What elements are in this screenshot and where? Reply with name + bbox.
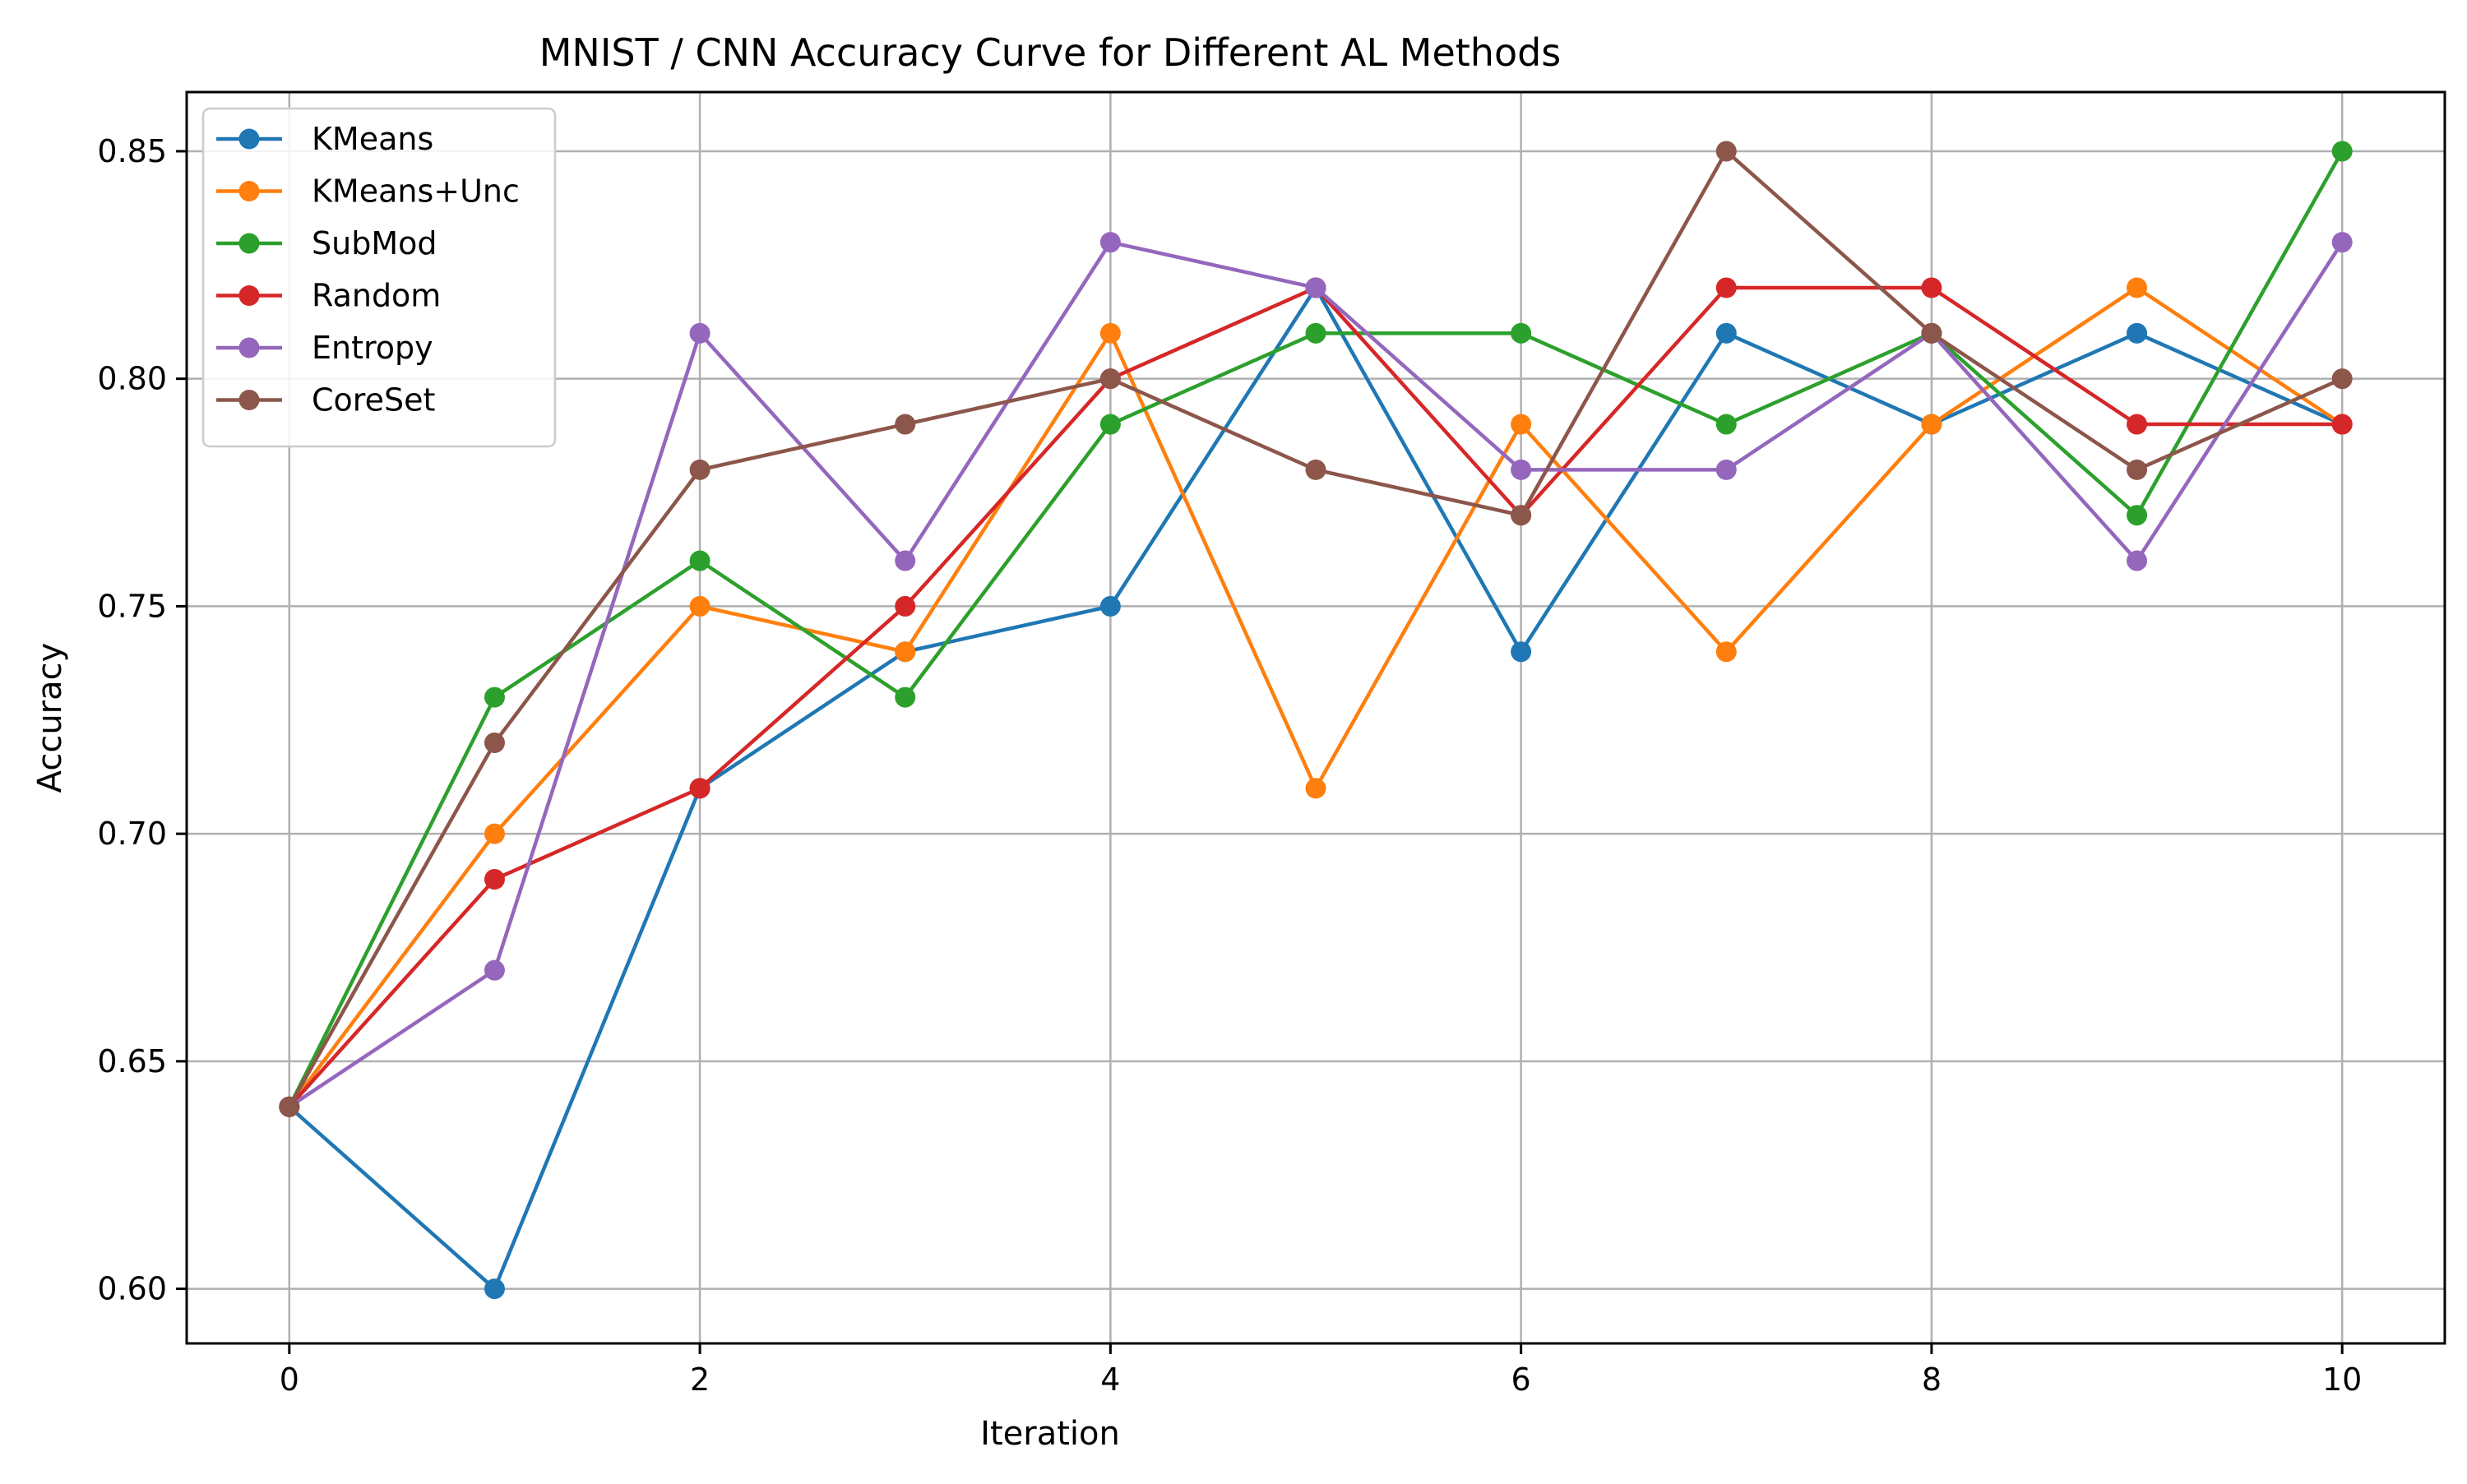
legend-item: CoreSet: [216, 382, 435, 418]
data-point: [1099, 595, 1121, 617]
data-point: [2127, 277, 2148, 298]
data-point: [1511, 505, 1532, 526]
data-point: [484, 732, 505, 753]
y-tick-label: 0.65: [97, 1043, 167, 1079]
legend-item: KMeans: [216, 121, 433, 157]
data-point: [2127, 459, 2148, 480]
axes: 0 2 4 6 8 10 0.60 0.65 0.70 0.75 0.80 0.85: [97, 90, 2446, 1398]
y-tick-label: 0.70: [97, 816, 167, 852]
y-axis-label: Accuracy: [31, 643, 69, 793]
x-tick-label: 8: [1922, 1361, 1942, 1398]
chart-title: MNIST / CNN Accuracy Curve for Different…: [539, 30, 1562, 75]
data-point: [1099, 232, 1121, 253]
data-point: [1511, 459, 1532, 480]
data-point: [1715, 414, 1737, 435]
data-point: [484, 868, 505, 890]
x-tick-label: 0: [280, 1361, 299, 1398]
data-point: [1511, 641, 1532, 663]
data-point: [484, 959, 505, 981]
data-point: [484, 1278, 505, 1300]
data-point: [1511, 414, 1532, 435]
data-point: [689, 322, 710, 344]
legend-item: Entropy: [216, 330, 433, 366]
data-point: [484, 823, 505, 844]
legend: KMeans KMeans+Unc SubMod Random Entropy CoreS…: [201, 107, 557, 448]
data-point: [1305, 459, 1326, 480]
data-point: [1099, 368, 1121, 390]
legend-item: KMeans+Unc: [216, 173, 520, 210]
x-tick-label: 4: [1100, 1361, 1120, 1398]
legend-box: [201, 107, 557, 448]
data-point: [895, 687, 916, 708]
y-tick-label: 0.80: [97, 361, 167, 397]
legend-label: Entropy: [312, 330, 433, 366]
data-point: [2331, 232, 2353, 253]
data-point: [2127, 414, 2148, 435]
x-tick-label: 6: [1511, 1361, 1531, 1398]
series-coreset: [279, 141, 2353, 1117]
data-point: [895, 595, 916, 617]
data-point: [1305, 778, 1326, 799]
legend-label: KMeans: [312, 121, 433, 157]
data-point: [484, 687, 505, 708]
x-tick-label: 2: [690, 1361, 710, 1398]
data-point: [1511, 322, 1532, 344]
data-point: [2331, 368, 2353, 390]
data-point: [1715, 141, 1737, 162]
data-point: [689, 550, 710, 571]
data-point: [1715, 277, 1737, 298]
y-tick-label: 0.60: [97, 1271, 167, 1307]
data-point: [2127, 322, 2148, 344]
data-point: [1921, 277, 1942, 298]
data-point: [1099, 322, 1121, 344]
legend-marker: [238, 233, 260, 254]
y-tick-label: 0.75: [97, 588, 167, 624]
legend-label: SubMod: [312, 225, 437, 261]
data-point: [2127, 550, 2148, 571]
data-point: [1305, 277, 1326, 298]
data-point: [895, 641, 916, 663]
data-point: [1715, 322, 1737, 344]
legend-marker: [238, 390, 260, 410]
legend-marker: [238, 128, 260, 150]
data-point: [1715, 459, 1737, 480]
x-tick-label: 10: [2322, 1361, 2362, 1398]
data-point: [895, 414, 916, 435]
series-group: [279, 141, 2353, 1300]
plot-frame: [185, 90, 2446, 1345]
y-tick-label: 0.85: [97, 133, 167, 169]
data-point: [1715, 641, 1737, 663]
legend-marker: [238, 181, 260, 201]
legend-marker: [238, 285, 260, 306]
data-point: [2331, 141, 2353, 162]
data-point: [1305, 322, 1326, 344]
legend-item: SubMod: [216, 225, 437, 261]
legend-marker: [238, 337, 260, 358]
data-point: [1921, 414, 1942, 435]
data-point: [689, 595, 710, 617]
data-point: [689, 459, 710, 480]
legend-label: KMeans+Unc: [312, 173, 520, 210]
data-point: [895, 550, 916, 571]
data-point: [279, 1096, 300, 1117]
data-point: [689, 778, 710, 799]
data-point: [2331, 414, 2353, 435]
data-point: [2127, 505, 2148, 526]
x-axis-label: Iteration: [980, 1415, 1120, 1453]
data-point: [1099, 414, 1121, 435]
legend-item: Random: [216, 278, 441, 314]
data-point: [1921, 322, 1942, 344]
legend-label: Random: [312, 278, 441, 314]
legend-label: CoreSet: [312, 382, 435, 418]
